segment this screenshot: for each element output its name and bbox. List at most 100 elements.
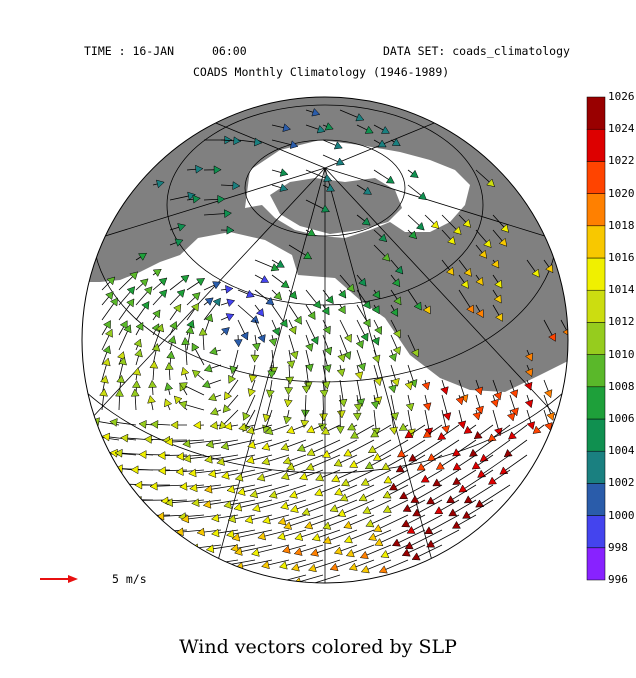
wind-vector-head: [329, 504, 339, 513]
wind-vector-head: [462, 218, 472, 228]
wind-vector-head: [404, 381, 414, 391]
wind-vector-head: [101, 432, 111, 442]
wind-vector-head: [343, 535, 353, 544]
colorbar-swatch: [586, 128, 606, 162]
wind-vector-head: [131, 380, 141, 389]
wind-vector-head: [240, 331, 249, 341]
wind-vector-head: [286, 425, 296, 435]
wind-vector-head: [175, 467, 184, 476]
wind-vector-head: [282, 545, 291, 554]
wind-vector-head: [105, 291, 114, 301]
wind-vector-head: [195, 164, 204, 174]
wind-vector-head: [532, 425, 542, 434]
wind-vector-head: [189, 483, 198, 493]
wind-vector-head: [280, 471, 290, 481]
wind-vector-head: [244, 515, 254, 524]
colorbar-tick-label: 1008: [608, 379, 635, 393]
colorbar-swatch: [586, 547, 606, 581]
wind-vector-head: [395, 464, 405, 473]
wind-vector-head: [374, 325, 383, 335]
wind-vector-head: [134, 480, 143, 490]
colorbar-tick-label: 1022: [608, 154, 635, 168]
wind-vector-head: [392, 329, 401, 339]
wind-vector-head: [495, 312, 503, 322]
wind-vector-head: [266, 389, 275, 398]
wind-vector-head: [305, 342, 314, 352]
wind-vector-head: [143, 286, 153, 296]
wind-vector-head: [337, 353, 346, 363]
wind-vector-head: [491, 259, 500, 269]
wind-vector-head: [185, 325, 195, 335]
wind-vector-head: [420, 474, 430, 483]
wind-vector-head: [399, 491, 409, 500]
wind-vector-head: [385, 175, 395, 184]
wind-vector-head: [109, 297, 119, 307]
wind-vector-head: [312, 299, 322, 309]
wind-vector-head: [265, 579, 274, 583]
wind-vector-head: [422, 305, 431, 315]
wind-vector-head: [208, 392, 217, 402]
wind-vector-head: [190, 302, 200, 312]
wind-vector-head: [426, 539, 436, 548]
wind-vector-head: [152, 309, 161, 319]
wind-vector-head: [132, 367, 142, 376]
wind-vector-head: [393, 296, 402, 306]
wind-vector-head: [305, 363, 314, 373]
wind-vector-head: [488, 476, 497, 485]
wind-vector-head: [381, 462, 391, 471]
wind-vector-head: [99, 388, 108, 397]
wind-vector-head: [335, 426, 345, 435]
wind-vector-head: [130, 465, 139, 475]
wind-vector-head: [280, 442, 290, 451]
wind-vector-head: [212, 281, 222, 290]
wind-vector-head: [341, 478, 351, 487]
wind-vector-head: [143, 434, 152, 444]
wind-vector-shaft: [300, 574, 341, 583]
wind-vector-head: [156, 179, 165, 189]
wind-vector-head: [158, 277, 168, 287]
wind-vector-head: [360, 477, 370, 486]
wind-vector-head: [322, 521, 332, 530]
wind-vector-head: [273, 291, 282, 301]
wind-vector-head: [268, 490, 278, 499]
wind-vector-head: [475, 405, 484, 415]
wind-vector-head: [226, 225, 235, 235]
wind-vector-head: [427, 453, 437, 462]
wind-vector-head: [103, 320, 111, 330]
wind-vector-head: [104, 328, 113, 338]
wind-vector-head: [226, 298, 236, 308]
colorbar-tick-label: 1026: [608, 90, 635, 103]
wind-vector-head: [390, 412, 399, 421]
wind-vector-head: [389, 482, 398, 491]
wind-vector-head: [214, 561, 224, 571]
wind-vector-head: [223, 421, 233, 431]
colorbar-swatch: [586, 322, 606, 355]
wind-vector-head: [374, 538, 384, 547]
wind-vector-shaft: [560, 319, 568, 337]
wind-vector-head: [348, 562, 358, 571]
wind-vector-head: [508, 431, 517, 440]
wind-vector-head: [362, 300, 371, 310]
wind-vector-head: [478, 249, 488, 259]
wind-vector-head: [475, 499, 485, 508]
reference-arrow: [40, 575, 78, 583]
wind-vector-head: [204, 484, 213, 494]
wind-vector-head: [175, 527, 184, 537]
wind-vector-head: [440, 386, 449, 396]
wind-vector-head: [170, 420, 179, 430]
clock-label: 06:00: [212, 44, 247, 58]
colorbar-tick-label: 1002: [608, 476, 635, 490]
wind-vector-head: [242, 411, 251, 421]
wind-vector-head: [412, 508, 422, 517]
wind-vector-head: [275, 259, 285, 268]
wind-vector-head: [343, 351, 352, 360]
wind-vector-head: [152, 268, 162, 278]
colorbar-tick-label: 1010: [608, 347, 635, 361]
wind-vector-head: [291, 563, 300, 572]
wind-vector-head: [306, 447, 316, 457]
wind-vector-head: [167, 335, 177, 344]
wind-vector-head: [345, 548, 355, 558]
wind-vector-head: [134, 348, 143, 358]
wind-vector-head: [129, 271, 138, 281]
wind-vector-head: [126, 298, 135, 308]
